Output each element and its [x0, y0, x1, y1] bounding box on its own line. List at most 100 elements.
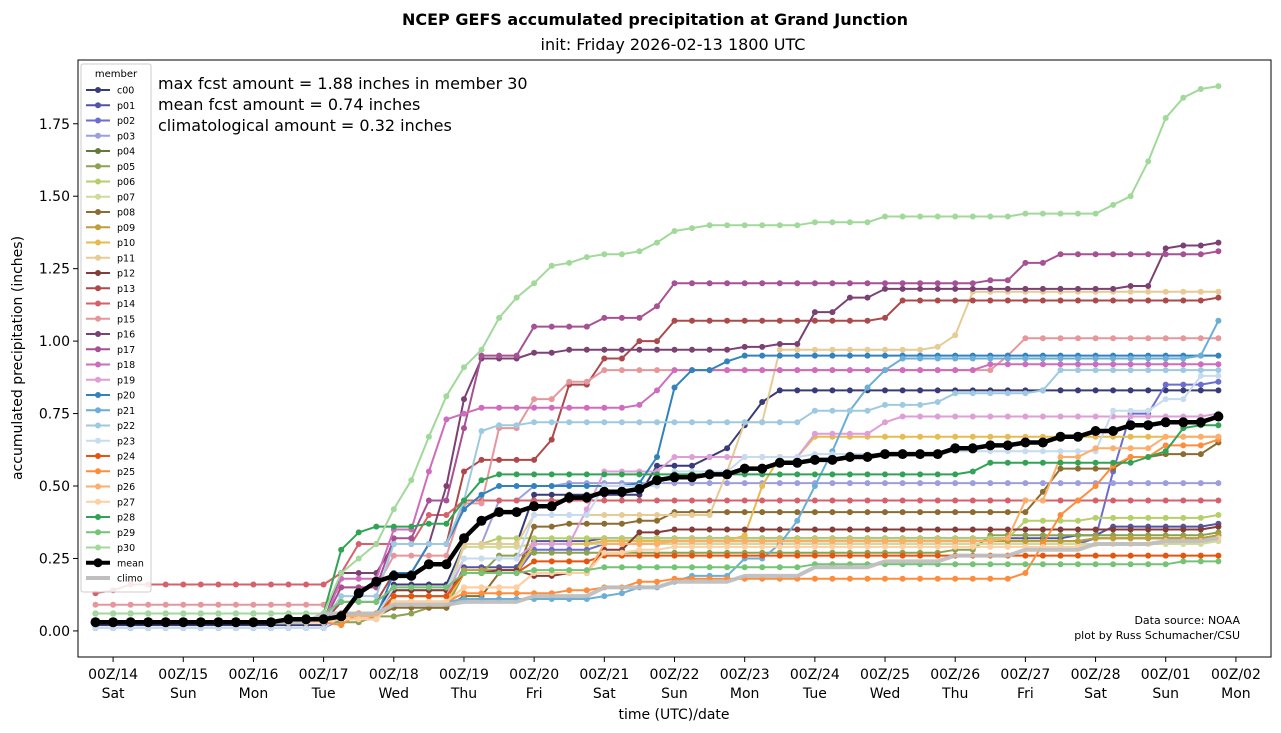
data-point-p23	[759, 454, 766, 460]
data-point-p10	[583, 541, 590, 547]
data-point-p10	[952, 433, 959, 440]
data-point-p25	[566, 587, 573, 594]
data-point-c00	[1127, 387, 1134, 394]
data-point-p08	[846, 509, 853, 516]
data-point-c00	[531, 491, 538, 498]
data-point-p29	[1092, 561, 1099, 568]
data-point-mean	[616, 486, 627, 497]
data-point-p08	[583, 520, 590, 527]
data-point-p29	[478, 570, 485, 576]
legend-marker-p14	[95, 300, 101, 307]
data-point-p18	[618, 404, 625, 411]
legend-marker-p23	[95, 437, 101, 444]
legend-label-p07: p07	[117, 192, 135, 203]
data-point-p30	[408, 477, 415, 484]
data-point-p28	[829, 471, 836, 478]
data-point-p15	[443, 552, 450, 559]
legend-label-p26: p26	[117, 482, 135, 493]
data-point-p13	[513, 456, 520, 463]
data-point-p26	[776, 538, 783, 545]
legend-label-p08: p08	[117, 208, 135, 219]
data-point-p17	[671, 280, 678, 287]
data-point-p26	[1110, 445, 1117, 452]
data-point-p30	[1180, 94, 1187, 101]
data-point-p22	[1075, 367, 1081, 374]
data-point-mean	[318, 614, 329, 625]
data-point-p03	[917, 480, 924, 487]
x-tick-day-label: Tue	[802, 686, 827, 702]
data-point-p06	[1180, 514, 1187, 521]
data-point-p16	[1039, 285, 1046, 292]
data-point-p22	[1022, 390, 1029, 397]
data-point-p22	[987, 390, 994, 397]
data-point-p14	[654, 497, 660, 504]
data-point-c00	[654, 462, 660, 469]
x-tick-label: 00Z/21	[579, 667, 629, 683]
data-point-p22	[811, 407, 818, 414]
data-point-p20	[671, 384, 678, 391]
data-point-p14	[1057, 497, 1064, 504]
legend-marker-p28	[95, 514, 101, 520]
data-point-p24	[566, 558, 573, 565]
data-point-p30	[531, 280, 538, 287]
data-point-p03	[1145, 480, 1152, 487]
data-point-p28	[390, 523, 397, 530]
legend-marker-p24	[95, 453, 101, 459]
data-point-p23	[1215, 372, 1222, 379]
data-point-p06	[1215, 512, 1222, 518]
data-point-p18	[829, 367, 836, 374]
data-point-p25	[654, 578, 660, 585]
data-point-p29	[390, 584, 397, 591]
x-tick-day-label: Sat	[593, 686, 616, 702]
data-point-c00	[724, 445, 731, 452]
data-point-p12	[776, 526, 783, 533]
data-point-p15	[1197, 335, 1204, 342]
data-point-p15	[180, 601, 187, 608]
data-point-p18	[513, 404, 520, 411]
data-point-p27	[952, 543, 959, 550]
data-point-p26	[1145, 445, 1152, 452]
data-point-p22	[390, 541, 397, 547]
data-point-p11	[1162, 288, 1169, 295]
x-tick-day-label: Mon	[1221, 686, 1251, 702]
data-point-p30	[583, 254, 590, 261]
data-point-p30	[478, 346, 485, 353]
data-point-p17	[1127, 251, 1134, 258]
data-point-p19	[724, 454, 731, 460]
legend-marker-p15	[95, 315, 101, 322]
data-point-p24	[794, 552, 801, 559]
data-point-p21	[1127, 355, 1134, 362]
data-point-p28	[1145, 454, 1152, 460]
data-point-p16	[355, 570, 362, 576]
data-point-p16	[636, 346, 643, 353]
data-point-p12	[1197, 526, 1204, 533]
data-point-mean	[809, 454, 820, 465]
data-point-p19	[899, 413, 906, 420]
data-point-p30	[776, 222, 783, 229]
data-point-c00	[882, 387, 888, 394]
data-point-p16	[1127, 283, 1134, 289]
data-point-p19	[917, 413, 924, 420]
data-point-p19	[689, 454, 695, 460]
data-point-p03	[776, 480, 783, 487]
legend-label-p17: p17	[117, 345, 135, 356]
data-point-p09	[1092, 535, 1099, 542]
data-point-p15	[303, 601, 310, 608]
data-point-p15	[531, 396, 538, 403]
data-point-mean	[599, 486, 610, 497]
data-point-p15	[636, 367, 643, 374]
data-point-p28	[1127, 459, 1134, 466]
data-point-p23	[285, 625, 292, 631]
data-point-p19	[882, 419, 888, 426]
data-point-p11	[496, 541, 503, 547]
data-point-p16	[1110, 285, 1117, 292]
data-point-p13	[864, 317, 871, 324]
data-point-p18	[1039, 361, 1046, 368]
data-point-p20	[583, 483, 590, 489]
data-point-p29	[794, 564, 801, 571]
data-point-p30	[548, 262, 555, 269]
legend-label-mean: mean	[117, 558, 144, 569]
data-point-p17	[478, 352, 485, 359]
data-point-p15	[1162, 335, 1169, 342]
data-point-p15	[250, 601, 257, 608]
